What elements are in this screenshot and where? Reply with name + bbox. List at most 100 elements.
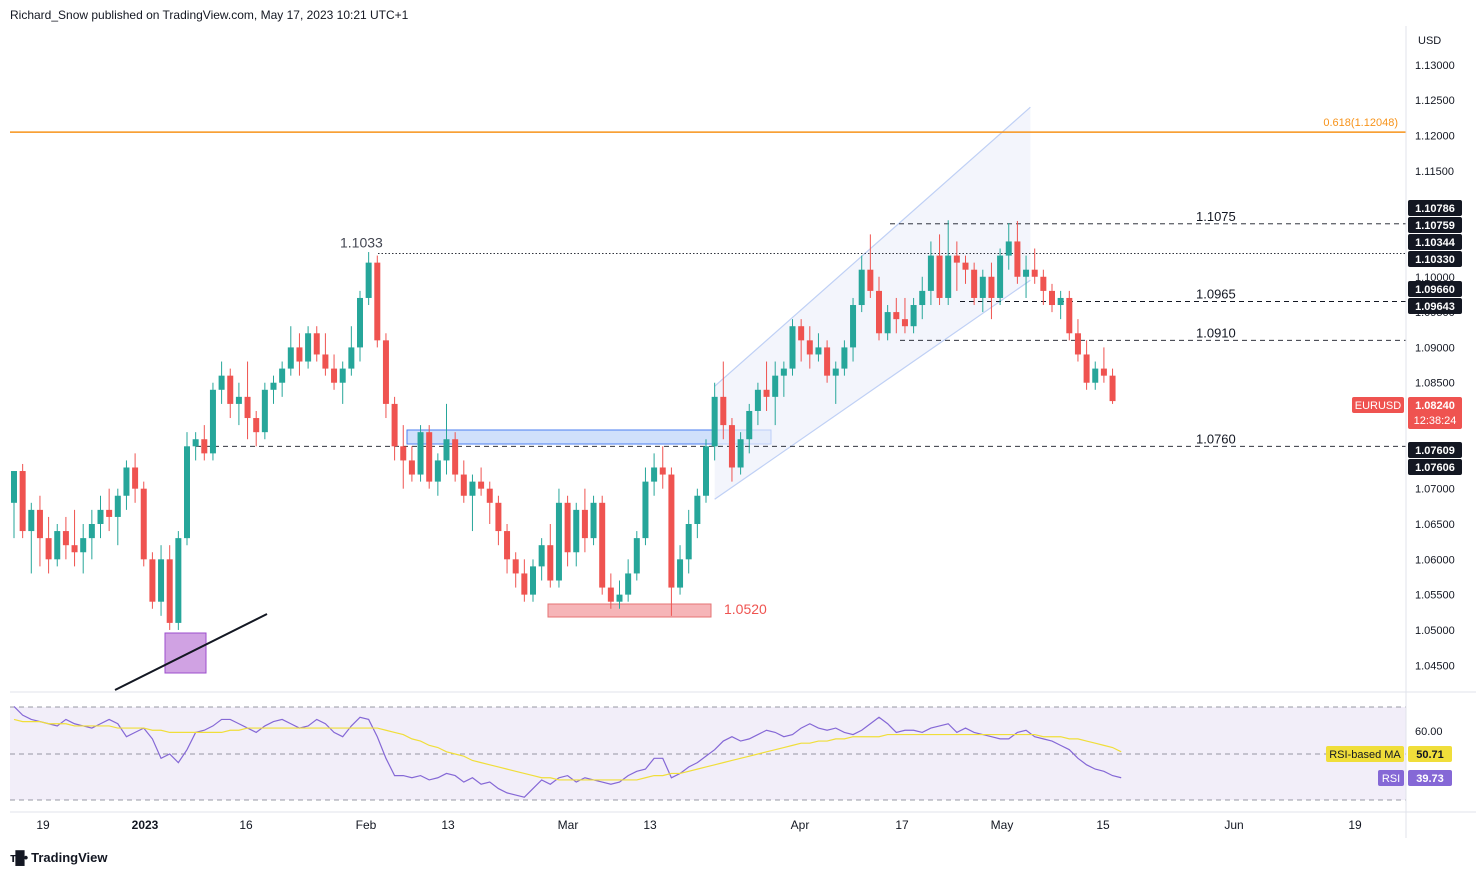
- rsi-line: [13, 706, 1122, 798]
- candle: [400, 425, 407, 489]
- candle: [815, 333, 822, 362]
- candle-body: [1083, 354, 1090, 383]
- candle: [36, 495, 43, 567]
- x-tick-label: Apr: [791, 818, 810, 832]
- candle-body: [140, 488, 147, 560]
- candle-body: [703, 446, 709, 496]
- candle: [244, 361, 251, 440]
- candle: [261, 382, 268, 440]
- rsi-value: 39.73: [1416, 773, 1444, 785]
- candle: [365, 252, 372, 306]
- channel-upper-line: [714, 106, 1031, 387]
- candle: [1057, 290, 1064, 320]
- candle-body: [953, 255, 960, 263]
- candle: [754, 382, 761, 426]
- y-tick-label: 1.08500: [1415, 378, 1455, 390]
- tradingview-brand[interactable]: ᴛ█• TradingView: [10, 850, 107, 865]
- candle: [1040, 269, 1047, 306]
- candle: [953, 241, 960, 291]
- candle-body: [789, 326, 796, 369]
- candle: [573, 502, 580, 567]
- price-tag-box: [1408, 251, 1462, 267]
- candle-body: [1100, 368, 1107, 376]
- y-tick-label: 1.09000: [1415, 342, 1455, 354]
- candle: [884, 305, 891, 341]
- channel-lower-line: [714, 279, 1031, 500]
- candle: [348, 326, 355, 376]
- rsi-ma-name: RSI-based MA: [1329, 749, 1401, 761]
- x-tick-label: 15: [1096, 818, 1110, 832]
- candle: [434, 453, 441, 496]
- price-tag-box: [1408, 234, 1462, 250]
- candle-body: [841, 347, 848, 369]
- price-tag-text: 1.07606: [1415, 462, 1455, 474]
- candle: [382, 333, 389, 419]
- candle: [235, 382, 242, 426]
- price-tag-box: [1408, 459, 1462, 475]
- candle-body: [331, 368, 338, 383]
- candle-body: [573, 509, 580, 553]
- level-label: 1.1075: [1196, 209, 1236, 224]
- candle-body: [806, 340, 813, 355]
- candle-body: [19, 471, 26, 532]
- candle: [521, 559, 528, 602]
- candle-body: [746, 410, 753, 440]
- candle-body: [71, 545, 78, 553]
- candle: [659, 446, 666, 489]
- candle: [478, 467, 485, 496]
- candle: [106, 488, 113, 532]
- y-tick-label: 1.07000: [1415, 484, 1455, 496]
- rsi-ma-line: [13, 718, 1122, 781]
- candle-body: [1005, 241, 1012, 256]
- y-tick-label: 1.11500: [1415, 166, 1454, 178]
- candle-body: [728, 425, 735, 468]
- candle: [443, 403, 450, 475]
- candle: [1066, 290, 1073, 341]
- candle: [331, 354, 338, 390]
- rsi-name: RSI: [1382, 773, 1400, 785]
- candle-body: [80, 538, 87, 553]
- candle-body: [452, 439, 459, 475]
- candle: [253, 410, 260, 447]
- candle: [426, 425, 433, 489]
- rsi-tag: RSI 39.73: [1378, 770, 1452, 786]
- candle-body: [616, 594, 623, 602]
- candle: [417, 425, 424, 482]
- candle: [530, 559, 536, 602]
- price-tag-text: 1.10330: [1415, 254, 1455, 266]
- candle-body: [348, 347, 355, 369]
- price-tag-box: [1408, 200, 1462, 216]
- candle: [201, 425, 208, 461]
- candle-body: [339, 368, 346, 383]
- rsi-band: [10, 707, 1406, 800]
- candle-body: [28, 509, 35, 532]
- candle: [858, 255, 865, 313]
- x-tick-label: 19: [1348, 818, 1362, 832]
- candle: [677, 545, 684, 595]
- candle-body: [322, 354, 329, 369]
- candle-body: [478, 481, 485, 489]
- candle: [209, 382, 216, 461]
- candle: [313, 326, 320, 362]
- candle-body: [45, 538, 52, 560]
- level-label: 1.0910: [1196, 325, 1236, 340]
- candle-body: [218, 375, 225, 390]
- candle: [504, 524, 511, 574]
- candle-body: [201, 439, 208, 454]
- candle: [901, 297, 908, 334]
- candle-body: [382, 340, 389, 404]
- price-axis-tag: 1.07606: [1408, 459, 1462, 475]
- price-tag-text: 1.07609: [1415, 445, 1455, 457]
- price-tag-text: 1.10786: [1415, 203, 1455, 215]
- candle: [357, 290, 363, 362]
- price-axis-tag: 1.10786: [1408, 200, 1462, 216]
- candle: [789, 319, 796, 376]
- candle: [408, 446, 415, 482]
- candle-body: [850, 305, 857, 348]
- symbol-tag: [1352, 397, 1404, 413]
- price-tag-text: 1.09643: [1415, 301, 1455, 313]
- candle-body: [469, 481, 476, 496]
- candle-body: [651, 467, 658, 482]
- x-tick-label: Jun: [1224, 818, 1243, 832]
